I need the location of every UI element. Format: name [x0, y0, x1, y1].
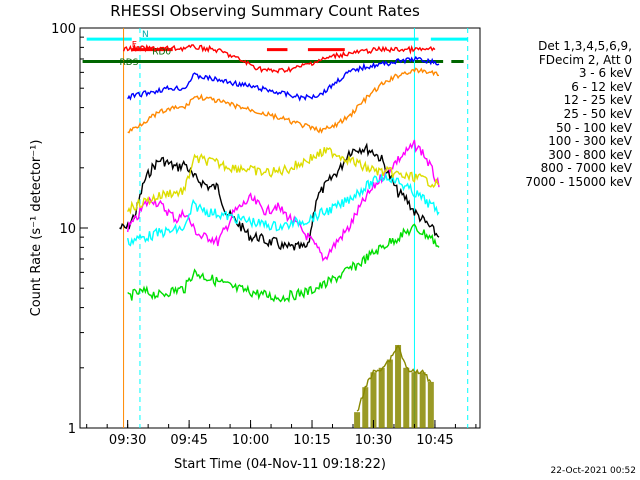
legend-entry-4: 25 - 50 keV [563, 106, 632, 121]
high-energy-bar [395, 345, 402, 428]
x-tick-label-1: 09:30 [109, 433, 146, 448]
high-energy-bar [403, 367, 410, 428]
legend-entry-6: 100 - 300 keV [548, 134, 632, 149]
y-axis: 1 10 100 [51, 22, 88, 437]
series-line-7 [127, 55, 440, 102]
flag-label-rds: RDS [119, 58, 138, 68]
y-tick-label-1: 1 [68, 422, 76, 437]
high-energy-bar [427, 381, 434, 428]
high-energy-bar [370, 372, 377, 428]
y-tick-label-3: 100 [51, 22, 76, 37]
series-line-2 [127, 139, 440, 262]
x-axis-label: Start Time (04-Nov-11 09:18:22) [174, 457, 386, 472]
legend-entry-2: 6 - 12 keV [571, 79, 632, 94]
legend-entry-8: 800 - 7000 keV [540, 161, 632, 176]
y-axis-label: Count Rate (s⁻¹ detector⁻¹) [29, 140, 44, 317]
y-tick-label-2: 10 [59, 222, 76, 237]
legend-entry-3: 12 - 25 keV [563, 93, 632, 108]
legend: Det 1,3,4,5,6,9, FDecim 2, Att 0 3 - 6 k… [452, 39, 632, 190]
series-line-6 [122, 43, 436, 74]
legend-entry-9: 7000 - 15000 keV [525, 174, 632, 189]
x-tick-label-2: 09:45 [170, 433, 207, 448]
high-energy-bar [354, 412, 361, 428]
x-tick-label-6: 10:45 [416, 433, 453, 448]
legend-header-line-1: Det 1,3,4,5,6,9, [538, 39, 632, 53]
legend-entry-1: 3 - 6 keV [578, 66, 632, 81]
legend-entry-7: 300 - 800 keV [548, 147, 632, 162]
high-energy-bar [378, 367, 385, 428]
generation-timestamp: 22-Oct-2021 00:52 [550, 466, 636, 476]
high-energy-bar [386, 359, 393, 428]
series-line-4 [127, 171, 440, 247]
series-line-1 [119, 142, 440, 251]
series-layer [119, 43, 440, 428]
x-axis: 09:30 09:45 10:00 10:15 10:30 10:45 [86, 420, 477, 448]
high-energy-bar [419, 372, 426, 428]
series-line-5 [127, 146, 440, 215]
legend-header-line-2: FDecim 2, Att 0 [538, 52, 632, 67]
series-line-8 [127, 67, 440, 134]
flag-label-rd0: RD0 [152, 48, 171, 58]
flag-label-n: N [142, 30, 149, 40]
x-tick-label-3: 10:00 [232, 433, 269, 448]
series-line-9 [356, 344, 432, 412]
chart-title: RHESSI Observing Summary Count Rates [110, 2, 420, 20]
x-tick-label-5: 10:30 [355, 433, 392, 448]
high-energy-bar [362, 387, 369, 428]
x-tick-label-4: 10:15 [293, 433, 330, 448]
high-energy-bar [411, 372, 418, 428]
series-line-3 [127, 223, 440, 304]
legend-entry-5: 50 - 100 keV [555, 120, 632, 135]
